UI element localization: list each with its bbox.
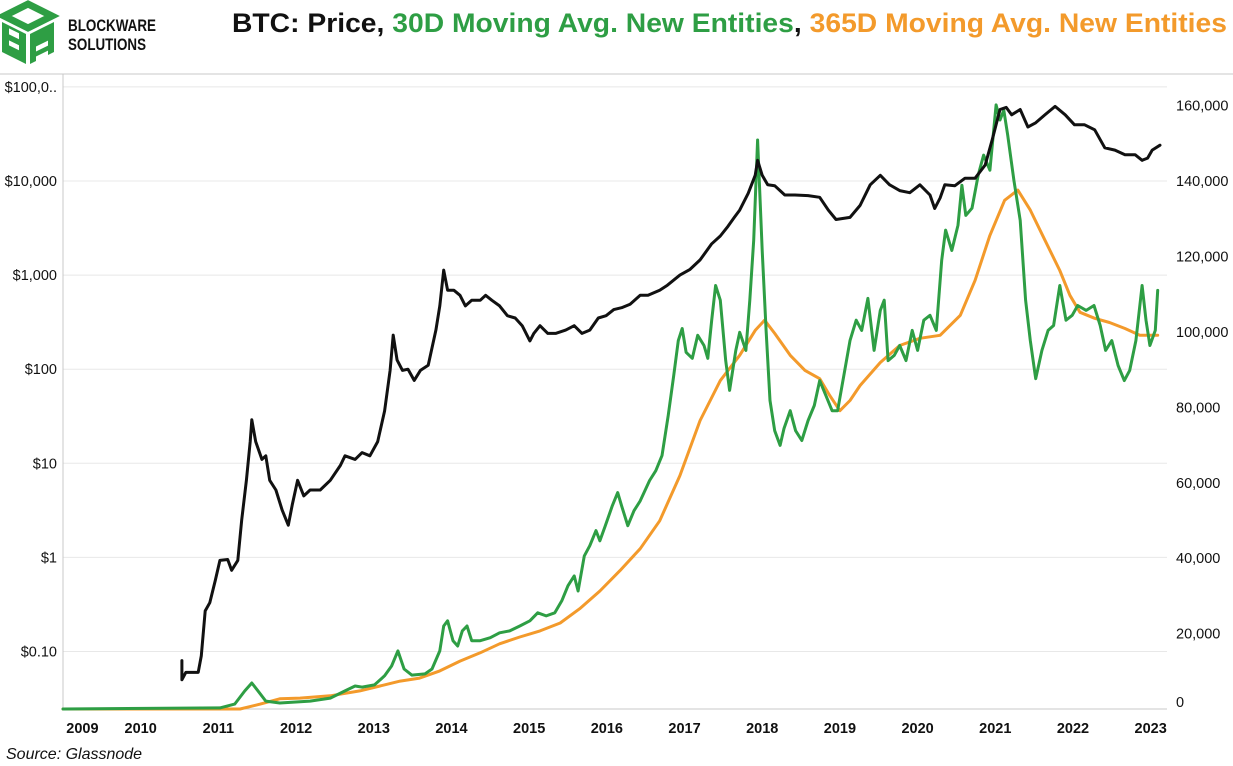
title-part-30d: 30D Moving Avg. New Entities [392,8,794,38]
x-tick-label: 2018 [746,721,778,737]
x-tick-label: 2011 [203,721,234,737]
x-tick-label: 2016 [591,721,623,737]
x-tick-label: 2013 [358,721,390,737]
logo-line1: BLOCKWARE [68,16,156,35]
left-tick-label: $0.10 [21,645,57,661]
left-tick-label: $10 [33,456,57,472]
right-tick-label: 80,000 [1176,400,1220,416]
title-part-365d: 365D Moving Avg. New Entities [810,8,1227,38]
source-note: Source: Glassnode [6,746,142,763]
chart-title: BTC: Price, 30D Moving Avg. New Entities… [232,8,1227,38]
x-tick-label: 2022 [1057,721,1089,737]
blockware-logo: BLOCKWARE SOLUTIONS [0,0,156,64]
x-tick-label: 2023 [1135,721,1167,737]
x-tick-label: 2012 [280,721,312,737]
series-lines [61,103,1162,711]
series-line-price [180,104,1162,682]
x-tick-label: 2017 [668,721,700,737]
left-tick-label: $10,000 [5,174,57,190]
right-tick-label: 140,000 [1176,174,1228,190]
x-tick-label: 2021 [979,721,1011,737]
series-line-ma30 [61,103,1160,711]
title-separator: , [794,8,810,38]
x-axis-ticks: 2009 2010 2011 2012 2013 2014 2015 2016 2017 2018… [66,721,1167,737]
right-tick-label: 20,000 [1176,627,1220,643]
left-axis-ticks: $100,0.. $10,000 $1,000 $100 $10 $1 $0.10 [5,80,57,661]
gridlines [63,86,1167,653]
right-tick-label: 0 [1176,695,1184,711]
right-tick-label: 100,000 [1176,325,1228,341]
left-tick-label: $1,000 [13,268,57,284]
x-tick-label: 2014 [435,721,467,737]
right-tick-label: 60,000 [1176,476,1220,492]
right-tick-label: 160,000 [1176,99,1228,115]
x-tick-label: 2015 [513,721,545,737]
right-tick-label: 120,000 [1176,250,1228,266]
x-tick-label: 2020 [901,721,933,737]
x-tick-label: 2009 [66,721,98,737]
left-tick-label: $100 [25,362,57,378]
logo-line2: SOLUTIONS [68,35,146,54]
right-axis-ticks: 160,000 140,000 120,000 100,000 80,000 60,000… [1176,99,1228,711]
logo-cube-icon [0,0,60,64]
series-line-ma365 [61,188,1160,711]
x-tick-label: 2010 [125,721,157,737]
left-tick-label: $1 [41,550,57,566]
title-part-price: BTC: Price, [232,8,392,38]
right-tick-label: 40,000 [1176,551,1220,567]
left-tick-label: $100,0.. [5,80,57,96]
x-tick-label: 2019 [824,721,856,737]
